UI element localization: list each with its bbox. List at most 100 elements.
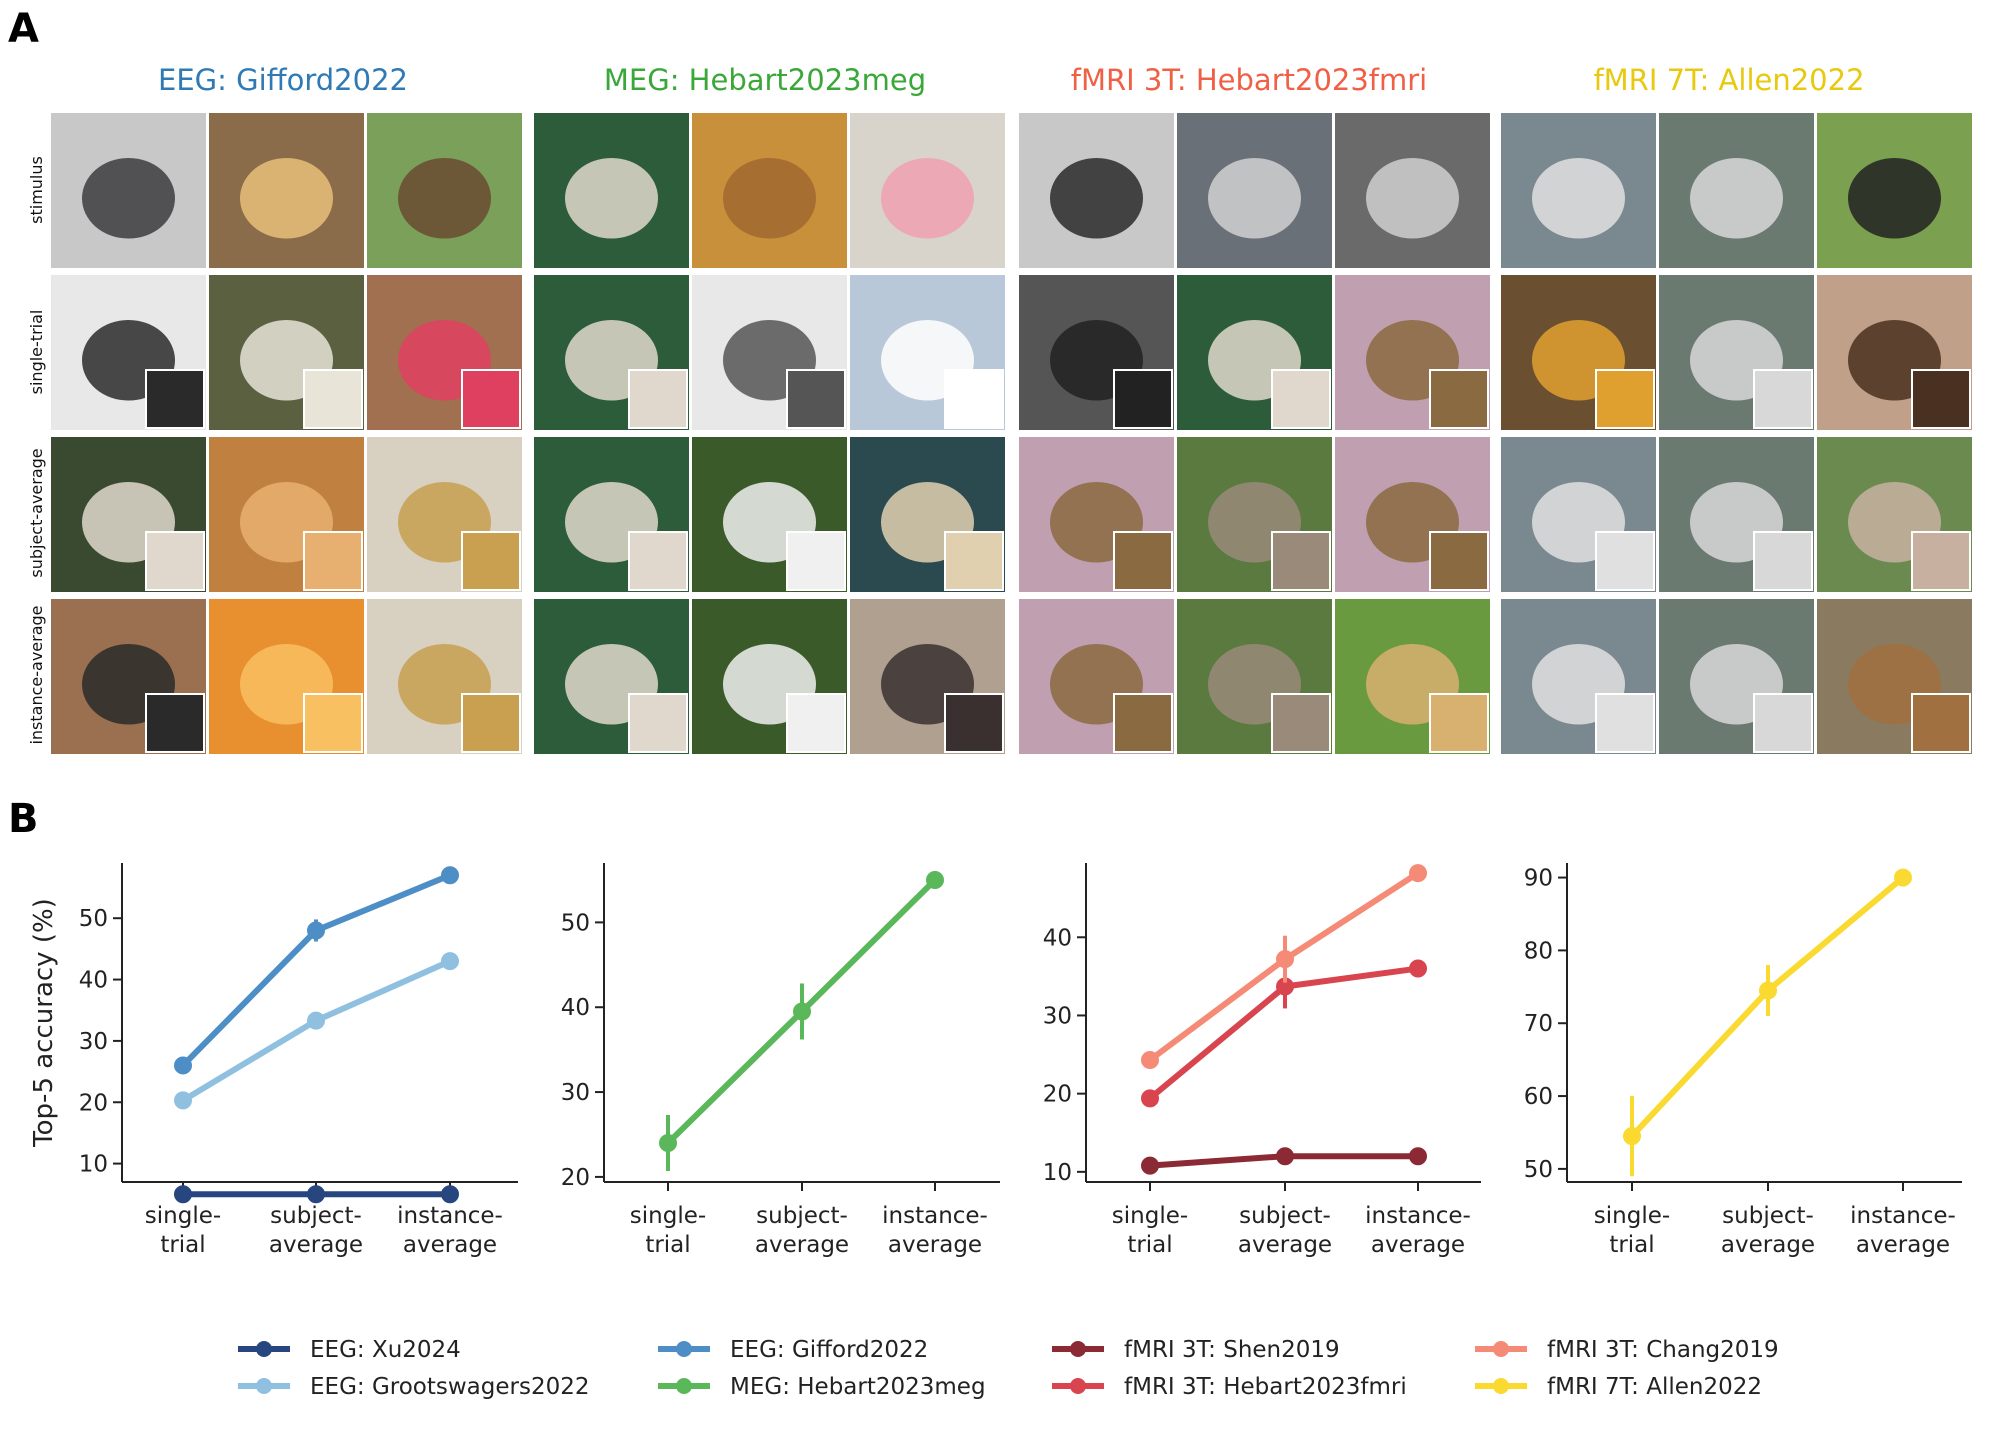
image-tile: kazoos xyxy=(850,113,1005,268)
data-point xyxy=(1409,1147,1427,1166)
image-tile: panda xyxy=(692,437,847,592)
inset-thumbnail xyxy=(786,693,846,753)
y-tick-label: 40 xyxy=(561,995,590,1021)
panel-label-b: B xyxy=(8,796,39,842)
inset-thumbnail xyxy=(1595,369,1655,429)
series-fmri-3t-chang2019 xyxy=(1141,864,1427,1070)
image-tile: helicopter xyxy=(850,275,1005,430)
row-label-single-trial: single-trial xyxy=(27,310,46,395)
image-tile: bear on grass xyxy=(1817,113,1972,268)
x-tick-label: instance-average xyxy=(882,1203,988,1258)
data-point xyxy=(441,866,459,885)
legend-label: MEG: Hebart2023meg xyxy=(730,1374,986,1400)
inset-thumbnail xyxy=(303,531,363,591)
inset-thumbnail xyxy=(145,693,205,753)
legend-swatch-marker xyxy=(1070,1378,1086,1394)
legend-item-meg-hebart2023meg: MEG: Hebart2023meg xyxy=(658,1374,986,1400)
inset-thumbnail xyxy=(1113,369,1173,429)
image-tile: crib xyxy=(367,599,522,754)
image-tile: spoons xyxy=(1335,437,1490,592)
y-axis-title: Top-5 accuracy (%) xyxy=(29,898,59,1148)
data-point xyxy=(1276,1147,1294,1166)
image-tile: street clock xyxy=(1501,113,1656,268)
y-tick-label: 70 xyxy=(1524,1011,1553,1037)
image-tile: easel xyxy=(1335,599,1490,754)
row-label-stimulus: stimulus xyxy=(27,156,46,224)
image-tile: crank xyxy=(692,275,847,430)
y-tick-label: 40 xyxy=(1043,925,1072,951)
x-tick-label: single-trial xyxy=(1112,1203,1188,1258)
image-tile: hula hoop xyxy=(1177,275,1332,430)
data-point xyxy=(1409,959,1427,978)
row-label-instance-average: instance-average xyxy=(27,605,46,744)
y-tick-label: 80 xyxy=(1524,938,1553,964)
legend-swatch-marker xyxy=(676,1341,692,1357)
legend-label: fMRI 3T: Hebart2023fmri xyxy=(1124,1374,1407,1400)
data-point xyxy=(659,1133,677,1152)
y-tick-label: 20 xyxy=(561,1165,590,1191)
inset-thumbnail xyxy=(1113,531,1173,591)
data-point xyxy=(307,921,325,940)
image-tile: router xyxy=(51,275,206,430)
image-tile: surfer xyxy=(1659,599,1814,754)
image-tile: feather xyxy=(1335,113,1490,268)
image-tile: cow xyxy=(1817,437,1972,592)
legend-label: EEG: Grootswagers2022 xyxy=(310,1374,590,1400)
legend-swatch-marker xyxy=(256,1341,272,1357)
data-point xyxy=(1141,1051,1159,1070)
legend-item-fmri-7t-allen2022: fMRI 7T: Allen2022 xyxy=(1475,1374,1762,1400)
inset-thumbnail xyxy=(461,693,521,753)
y-tick-label: 60 xyxy=(1524,1084,1553,1110)
x-tick-label: single-trial xyxy=(1594,1203,1670,1258)
x-tick-label: instance-average xyxy=(1365,1203,1471,1258)
image-tile: kitchen table xyxy=(1501,275,1656,430)
legend-label: EEG: Gifford2022 xyxy=(730,1337,928,1363)
x-tick-label: subject-average xyxy=(1238,1203,1332,1258)
data-point xyxy=(441,952,459,971)
image-grid-titles: EEG: Gifford2022 MEG: Hebart2023meg fMRI… xyxy=(158,63,1865,97)
x-tick-label: single-trial xyxy=(145,1203,221,1258)
image-tile: monkey xyxy=(1177,599,1332,754)
image-grid-row-labels: stimulus single-trial subject-average in… xyxy=(27,156,46,744)
inset-thumbnail xyxy=(461,369,521,429)
panel-label-a: A xyxy=(8,6,39,52)
grid-title-meg: MEG: Hebart2023meg xyxy=(604,63,926,97)
data-point xyxy=(1409,864,1427,883)
legend-item-eeg-xu2024: EEG: Xu2024 xyxy=(238,1337,461,1363)
image-tile: street clock xyxy=(1501,437,1656,592)
inset-thumbnail xyxy=(303,369,363,429)
y-tick-label: 30 xyxy=(561,1080,590,1106)
y-tick-label: 40 xyxy=(79,968,108,994)
y-tick-label: 10 xyxy=(1043,1160,1072,1186)
legend: EEG: Xu2024 EEG: Grootswagers2022 EEG: Gif… xyxy=(238,1337,1779,1400)
inset-thumbnail xyxy=(1271,531,1331,591)
series-line xyxy=(180,958,453,1104)
series-eeg-xu2024 xyxy=(174,1185,459,1204)
legend-swatch-marker xyxy=(256,1378,272,1394)
legend-label: EEG: Xu2024 xyxy=(310,1337,461,1363)
image-grid: portable CD playercreme bruleewooden car… xyxy=(51,113,1972,754)
image-tile: street clock xyxy=(1501,599,1656,754)
legend-item-fmri-3t-chang2019: fMRI 3T: Chang2019 xyxy=(1475,1337,1779,1363)
image-tile: hula hoop xyxy=(534,599,689,754)
image-tile: dough xyxy=(850,437,1005,592)
inset-thumbnail xyxy=(1271,369,1331,429)
inset-thumbnail xyxy=(1113,693,1173,753)
inset-thumbnail xyxy=(461,531,521,591)
inset-thumbnail xyxy=(1595,531,1655,591)
data-point xyxy=(1141,1156,1159,1175)
x-tick-label: instance-average xyxy=(397,1203,503,1258)
inset-thumbnail xyxy=(1911,693,1971,753)
inset-thumbnail xyxy=(628,531,688,591)
y-tick-label: 20 xyxy=(1043,1082,1072,1108)
series-eeg-grootswagers2022 xyxy=(174,952,459,1110)
grid-title-fmri3t: fMRI 3T: Hebart2023fmri xyxy=(1071,63,1427,97)
image-tile: handbag xyxy=(209,275,364,430)
inset-thumbnail xyxy=(944,531,1004,591)
image-tile: spoons xyxy=(1019,437,1174,592)
image-tile: jukebox xyxy=(367,275,522,430)
legend-item-fmri-3t-shen2019: fMRI 3T: Shen2019 xyxy=(1052,1337,1340,1363)
data-point xyxy=(174,1056,192,1075)
image-tile: hula hoop xyxy=(534,275,689,430)
inset-thumbnail xyxy=(145,369,205,429)
